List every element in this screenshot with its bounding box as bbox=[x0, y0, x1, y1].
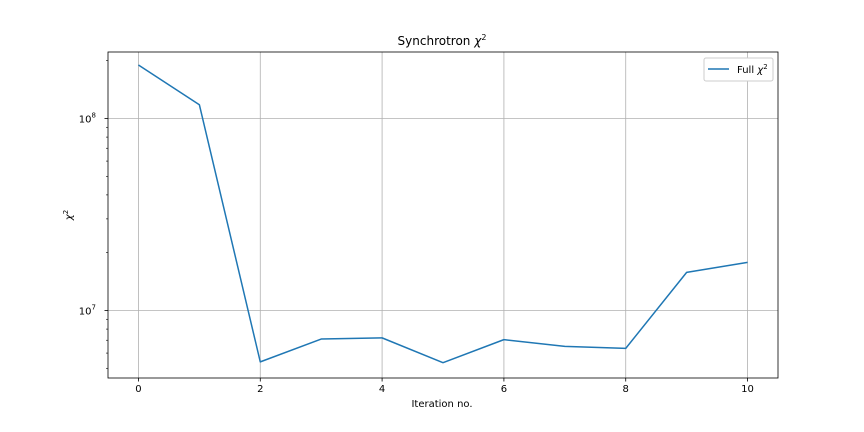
x-tick-label: 0 bbox=[135, 384, 141, 395]
legend: Full χ2 bbox=[703, 57, 774, 82]
x-tick-label: 6 bbox=[501, 384, 507, 395]
x-tick-label: 4 bbox=[379, 384, 385, 395]
ticks: 0 2 4 6 8 10 107 108 bbox=[79, 60, 754, 395]
y-axis-label: χ2 bbox=[62, 210, 75, 221]
y-tick-label: 107 bbox=[79, 303, 96, 317]
x-axis-label: Iteration no. bbox=[411, 399, 472, 410]
x-tick-label: 10 bbox=[741, 384, 754, 395]
chart-title: Synchrotron χ2 bbox=[398, 33, 487, 48]
series-layer bbox=[138, 64, 748, 364]
y-tick-label: 108 bbox=[79, 111, 96, 125]
x-tick-label: 2 bbox=[257, 384, 263, 395]
plot-frame bbox=[107, 51, 779, 379]
x-tick-label: 8 bbox=[623, 384, 629, 395]
legend-box bbox=[703, 57, 774, 82]
legend-entry-label: Full χ2 bbox=[737, 63, 768, 76]
grid bbox=[108, 52, 778, 378]
